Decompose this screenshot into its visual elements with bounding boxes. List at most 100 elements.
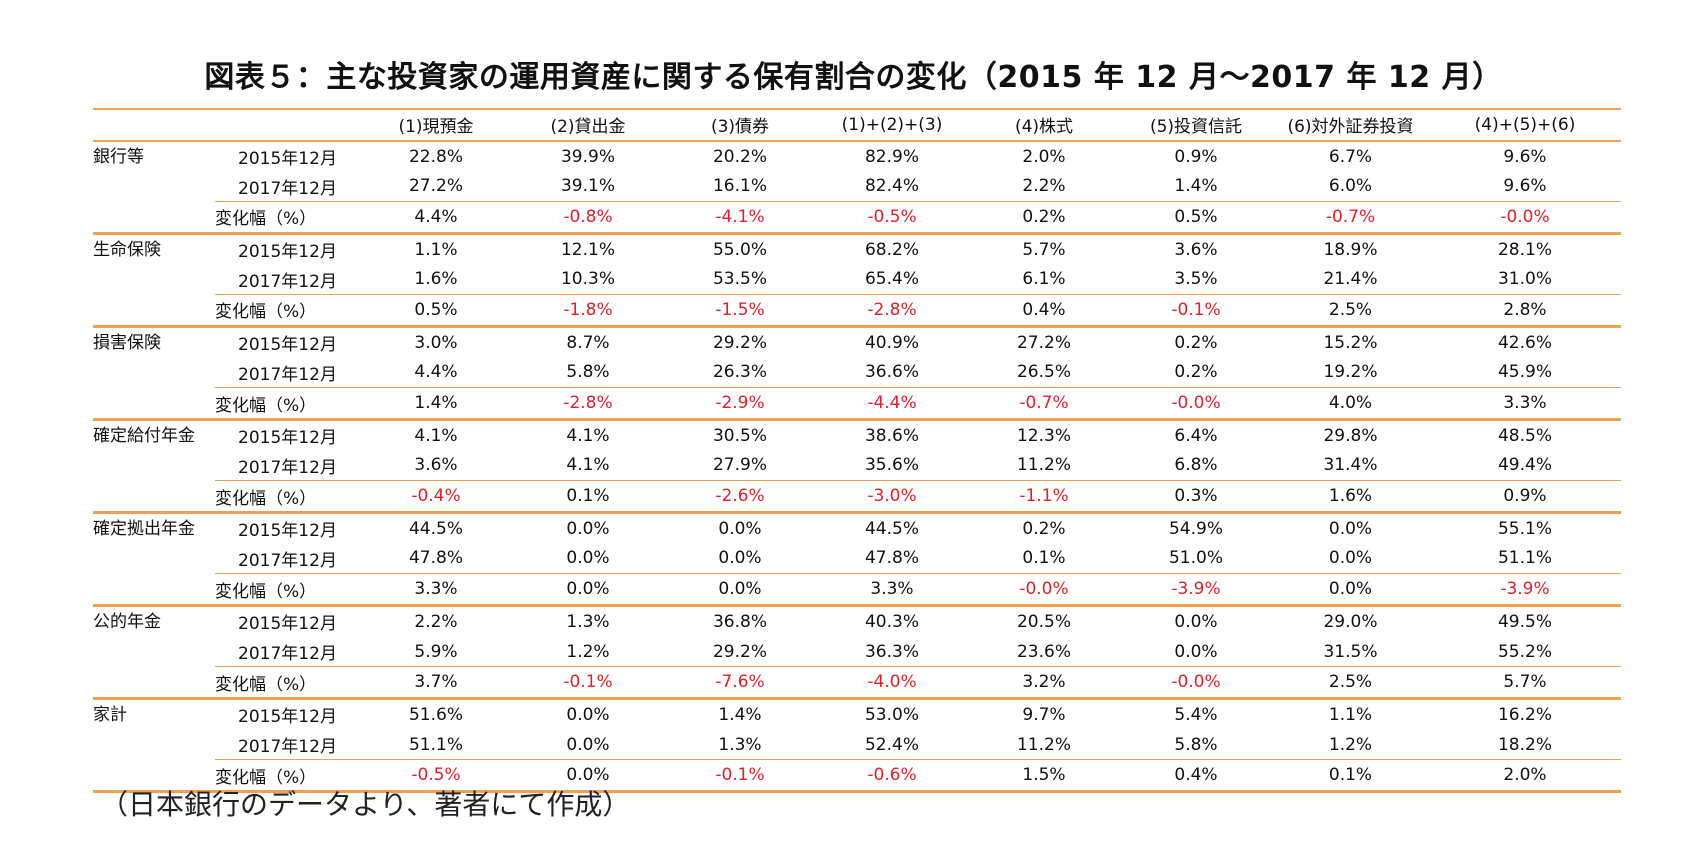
value-cell: -0.5%	[360, 759, 512, 794]
value-cell: 44.5%	[360, 510, 512, 544]
table-row: 2017年12月 27.2% 39.1% 16.1% 82.4% 2.2% 1.4% 6.0%…	[93, 171, 1621, 201]
value-cell: -7.6%	[664, 666, 816, 699]
holdings-table: (1)現預金 (2)貸出金 (3)債券 (1)+(2)+(3) (4)株式 (5…	[93, 108, 1621, 794]
value-cell: 0.0%	[566, 734, 610, 755]
value-cell: 40.3%	[816, 603, 968, 637]
value-cell: -0.0%	[968, 573, 1120, 606]
value-cell: 11.2%	[1016, 734, 1071, 755]
value-cell: 20.2%	[712, 146, 767, 167]
value-cell: -3.9%	[1120, 573, 1272, 606]
column-header: (4)株式	[968, 108, 1120, 142]
change-label: 変化幅（%）	[215, 759, 360, 794]
value-cell: 6.1%	[1022, 269, 1066, 290]
value-cell: -2.8%	[816, 294, 968, 327]
value-cell: 0.2%	[968, 201, 1120, 234]
value-cell: 2.5%	[1272, 666, 1429, 699]
value-cell: 51.1%	[1497, 548, 1552, 569]
table-row: 確定拠出年金 2015年12月 44.5% 0.0% 0.0% 44.5% 0.2% 54.9…	[93, 510, 1621, 606]
table-row: 変化幅（%） 1.4% -2.8% -2.9% -4.4% -0.7% -0.0% 4.0% 3…	[93, 387, 1621, 420]
period-label: 2015年12月	[215, 603, 360, 637]
value-cell: 6.8%	[1174, 455, 1218, 476]
change-label: 変化幅（%）	[215, 573, 360, 606]
value-cell: 1.4%	[664, 697, 816, 730]
table-row: 2017年12月 5.9% 1.2% 29.2% 36.3% 23.6% 0.0% 31.5%…	[93, 637, 1621, 667]
value-cell: 0.4%	[1120, 759, 1272, 794]
period-label: 2015年12月	[215, 697, 360, 730]
value-cell: 3.5%	[1174, 269, 1218, 290]
change-label: 変化幅（%）	[215, 666, 360, 699]
value-cell: 1.5%	[968, 759, 1120, 794]
value-cell: 19.2%	[1323, 362, 1378, 383]
change-label: 変化幅（%）	[215, 201, 360, 234]
value-cell: 0.9%	[1429, 480, 1621, 513]
value-cell: -0.1%	[512, 666, 664, 699]
value-cell: -0.7%	[968, 387, 1120, 420]
figure-title: 図表５：主な投資家の運用資産に関する保有割合の変化（2015 年 12 月～20…	[204, 60, 1503, 95]
value-cell: 27.9%	[712, 455, 767, 476]
table-row: 公的年金 2015年12月 2.2% 1.3% 36.8% 40.3% 20.5% 0.0% 2…	[93, 603, 1621, 699]
period-label: 2015年12月	[215, 324, 360, 358]
investor-category: 生命保険	[93, 231, 215, 327]
value-cell: 9.6%	[1503, 146, 1547, 167]
table-row: 2017年12月 51.1% 0.0% 1.3% 52.4% 11.2% 5.8% 1.2% 1…	[93, 730, 1621, 760]
value-cell: 47.8%	[864, 548, 919, 569]
value-cell: 53.0%	[816, 697, 968, 730]
value-cell: 4.1%	[512, 417, 664, 451]
investor-category: 確定拠出年金	[93, 510, 215, 606]
value-cell: 51.0%	[1168, 548, 1223, 569]
value-cell: -0.1%	[1120, 294, 1272, 327]
value-cell: -0.0%	[1120, 387, 1272, 420]
value-cell: -4.0%	[816, 666, 968, 699]
value-cell: 18.2%	[1497, 734, 1552, 755]
value-cell: 2.0%	[1022, 146, 1066, 167]
value-cell: 36.8%	[664, 603, 816, 637]
value-cell: 1.3%	[718, 734, 762, 755]
value-cell: 3.3%	[1429, 387, 1621, 420]
value-cell: 31.4%	[1323, 455, 1378, 476]
value-cell: 0.2%	[1120, 324, 1272, 358]
value-cell: 29.8%	[1272, 417, 1429, 451]
value-cell: 52.4%	[864, 734, 919, 755]
value-cell: 48.5%	[1429, 417, 1621, 451]
value-cell: -2.9%	[664, 387, 816, 420]
value-cell: 29.2%	[664, 324, 816, 358]
value-cell: 3.3%	[360, 573, 512, 606]
period-label: 2015年12月	[238, 149, 337, 170]
value-cell: 0.0%	[1272, 510, 1429, 544]
value-cell: 18.9%	[1272, 231, 1429, 265]
value-cell: -0.0%	[1429, 201, 1621, 234]
value-cell: 0.2%	[1174, 362, 1218, 383]
value-cell: 31.0%	[1497, 269, 1552, 290]
value-cell: 38.6%	[816, 417, 968, 451]
value-cell: 29.2%	[712, 641, 767, 662]
value-cell: 6.0%	[1328, 176, 1373, 197]
value-cell: 0.1%	[512, 480, 664, 513]
value-cell: 10.3%	[560, 269, 615, 290]
corner-cell	[93, 108, 215, 142]
value-cell: 65.4%	[864, 269, 919, 290]
value-cell: 30.5%	[664, 417, 816, 451]
table-row: 損害保険 2015年12月 3.0% 8.7% 29.2% 40.9% 27.2% 0.2% 1…	[93, 324, 1621, 420]
table-row: 変化幅（%） 3.7% -0.1% -7.6% -4.0% 3.2% -0.0% 2.5% 5.…	[93, 666, 1621, 699]
value-cell: 3.0%	[360, 324, 512, 358]
value-cell: 28.1%	[1429, 231, 1621, 265]
value-cell: 1.2%	[1328, 734, 1373, 755]
value-cell: 27.2%	[968, 324, 1120, 358]
value-cell: 2.2%	[1022, 176, 1066, 197]
value-cell: -0.4%	[360, 480, 512, 513]
value-cell: 5.7%	[968, 231, 1120, 265]
investor-category: 家計	[93, 697, 215, 794]
value-cell: 6.4%	[1120, 417, 1272, 451]
value-cell: 39.9%	[560, 146, 615, 167]
value-cell: 0.2%	[968, 510, 1120, 544]
value-cell: 55.1%	[1429, 510, 1621, 544]
value-cell: 12.3%	[968, 417, 1120, 451]
investor-category: 損害保険	[93, 324, 215, 420]
corner-cell	[215, 108, 360, 142]
table-row: 変化幅（%） 0.5% -1.8% -1.5% -2.8% 0.4% -0.1% 2.5% 2.…	[93, 294, 1621, 327]
value-cell: -0.7%	[1272, 201, 1429, 234]
value-cell: 29.0%	[1272, 603, 1429, 637]
value-cell: 4.4%	[414, 362, 458, 383]
table-body: 銀行等 2015年12月 22.8% 39.9% 20.2% 82.9% 2.0% 0.9% 6…	[93, 141, 1621, 794]
value-cell: 0.3%	[1120, 480, 1272, 513]
